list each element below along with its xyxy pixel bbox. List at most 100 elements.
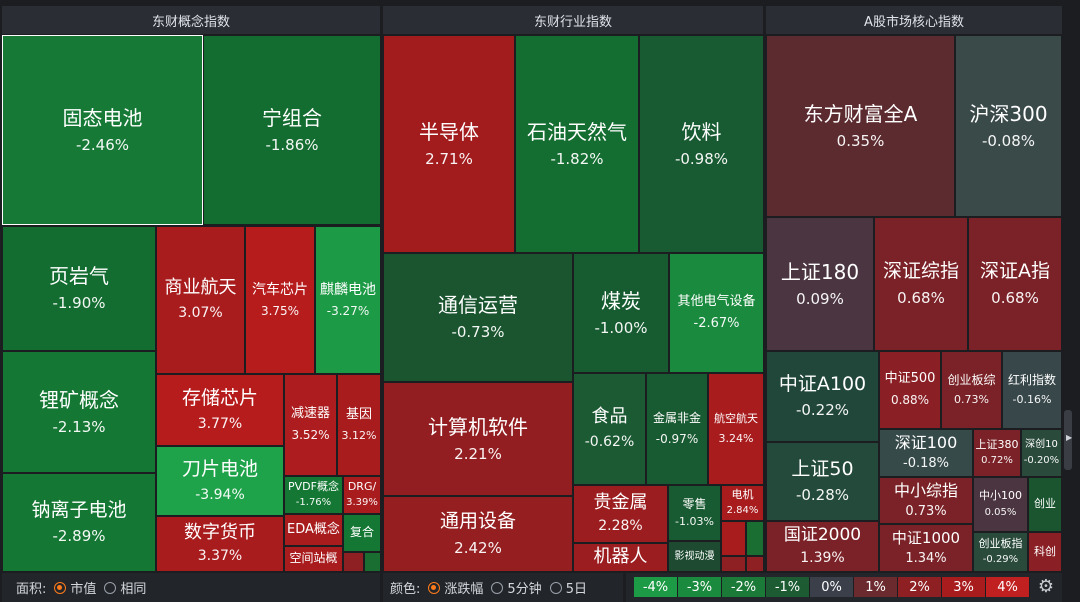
radio-5day[interactable] [549, 581, 562, 594]
color-option-5day[interactable]: 5日 [565, 582, 587, 597]
tile-small-4[interactable] [746, 521, 764, 556]
tile-fuhe[interactable]: 复合 [343, 514, 381, 552]
tile-shiyou[interactable]: 石油天然气 -1.82% [515, 35, 639, 253]
tile-eda[interactable]: EDA概念 [284, 514, 343, 546]
tile-cunchuxinpian[interactable]: 存储芯片 3.77% [156, 374, 284, 446]
tile-lingshou[interactable]: 零售 -1.03% [668, 485, 721, 541]
tile-shuzihuobi[interactable]: 数字货币 3.37% [156, 516, 284, 572]
tile-cybz[interactable]: 创业板综 0.73% [941, 351, 1002, 429]
tile-jinshu[interactable]: 金属非金 -0.97% [646, 373, 708, 485]
tile-name: 商业航天 [164, 277, 237, 299]
tile-hs300[interactable]: 沪深300 -0.08% [955, 35, 1062, 217]
tile-qilindianchi[interactable]: 麒麟电池 -3.27% [315, 226, 381, 374]
tile-kongjianzhan[interactable]: 空间站概 [284, 546, 343, 572]
tile-name: 中证1000 [891, 528, 961, 547]
tile-meitan[interactable]: 煤炭 -1.00% [573, 253, 669, 373]
tile-hlzs[interactable]: 红利指数 -0.16% [1002, 351, 1062, 429]
legend-item: 4% [986, 577, 1030, 597]
tile-szzz[interactable]: 深证综指 0.68% [874, 217, 968, 351]
tile-sc10[interactable]: 深创10 -0.20% [1021, 429, 1062, 477]
tile-bandaoti[interactable]: 半导体 2.71% [383, 35, 515, 253]
tile-sz50[interactable]: 上证50 -0.28% [766, 442, 879, 521]
tile-jiqiren[interactable]: 机器人 [573, 543, 668, 572]
tile-yingshi[interactable]: 影视动漫 [668, 541, 721, 572]
tile-cyb[interactable]: 创业 [1028, 477, 1062, 532]
tile-qitadianqi[interactable]: 其他电气设备 -2.67% [669, 253, 764, 373]
scroll-arrow-icon[interactable]: ▶ [1066, 433, 1073, 442]
concept-index-header: 东财概念指数 [2, 6, 380, 34]
tile-name: 创业 [1034, 497, 1056, 511]
tile-change: 2.42% [454, 538, 502, 557]
tile-shangyehangtian[interactable]: 商业航天 3.07% [156, 226, 245, 374]
tile-hangkong[interactable]: 航空航天 3.24% [708, 373, 764, 485]
tile-change: 0.72% [981, 455, 1013, 467]
tile-szA[interactable]: 深证A指 0.68% [968, 217, 1062, 351]
tile-zz1000[interactable]: 中证1000 1.34% [879, 524, 973, 572]
tile-zx100[interactable]: 中小100 0.05% [973, 477, 1028, 532]
radio-market-cap[interactable] [54, 581, 67, 594]
tile-small-1[interactable] [343, 552, 364, 572]
tile-cybzhi[interactable]: 创业板指 -0.29% [973, 532, 1028, 572]
tile-zxzz[interactable]: 中小综指 0.73% [879, 477, 973, 524]
color-option-change[interactable]: 涨跌幅 [444, 582, 484, 597]
tile-sz180[interactable]: 上证180 0.09% [766, 217, 874, 351]
tile-likuang[interactable]: 锂矿概念 -2.13% [2, 351, 156, 473]
tile-drg[interactable]: DRG/ 3.39% [343, 476, 381, 514]
tile-jiyin[interactable]: 基因 3.12% [337, 374, 381, 476]
tile-ningzuhe[interactable]: 宁组合 -1.86% [203, 35, 381, 225]
tile-tongyong[interactable]: 通用设备 2.42% [383, 496, 573, 572]
tile-change: 2.28% [598, 517, 643, 534]
tile-small-6[interactable] [746, 556, 764, 572]
tile-name: 页岩气 [49, 264, 109, 288]
tile-kc[interactable]: 科创 [1028, 532, 1062, 572]
tile-gz2000[interactable]: 国证2000 1.39% [766, 521, 879, 572]
tile-tongxin[interactable]: 通信运营 -0.73% [383, 253, 573, 382]
tile-name: 基因 [345, 406, 372, 422]
tile-name: 电机 [731, 488, 754, 502]
tile-jiansuqi[interactable]: 减速器 3.52% [284, 374, 337, 476]
radio-equal[interactable] [104, 581, 117, 594]
tile-dongcaiA[interactable]: 东方财富全A 0.35% [766, 35, 955, 217]
tile-change: 0.68% [991, 288, 1039, 307]
color-option-5min[interactable]: 5分钟 [507, 582, 542, 597]
radio-change[interactable] [428, 581, 441, 594]
tile-zz500[interactable]: 中证500 0.88% [879, 351, 941, 429]
tile-change: -2.46% [75, 135, 130, 154]
area-control: 面积: 市值 相同 [16, 573, 146, 602]
tile-dianji[interactable]: 电机 2.84% [721, 485, 764, 521]
tile-name: 零售 [682, 496, 707, 511]
radio-5min[interactable] [491, 581, 504, 594]
tile-small-3[interactable] [721, 521, 746, 556]
tile-qichexinpian[interactable]: 汽车芯片 3.75% [245, 226, 315, 374]
tile-daopiandianchi[interactable]: 刀片电池 -3.94% [156, 446, 284, 516]
area-option-equal[interactable]: 相同 [120, 582, 147, 597]
tile-small-2[interactable] [364, 552, 381, 572]
tile-name: 中证500 [884, 371, 936, 387]
gear-icon[interactable]: ⚙ [1037, 576, 1055, 597]
tile-name: 深创10 [1025, 439, 1058, 451]
tile-yinliao[interactable]: 饮料 -0.98% [639, 35, 764, 253]
tile-guijinshu[interactable]: 贵金属 2.28% [573, 485, 668, 543]
tile-change: -3.27% [326, 303, 370, 318]
tile-change: -0.62% [584, 433, 635, 450]
tile-shipin[interactable]: 食品 -0.62% [573, 373, 646, 485]
tile-pvdf[interactable]: PVDF概念 -1.76% [284, 476, 343, 514]
tile-jisuanji[interactable]: 计算机软件 2.21% [383, 382, 573, 496]
tile-name: 固态电池 [62, 105, 143, 130]
tile-name: 通信运营 [438, 293, 518, 317]
tile-zzA100[interactable]: 中证A100 -0.22% [766, 351, 879, 442]
tile-small-5[interactable] [721, 556, 746, 572]
tile-name: 国证2000 [783, 525, 862, 546]
tile-nalizi[interactable]: 钠离子电池 -2.89% [2, 473, 156, 572]
tile-change: 3.52% [291, 428, 330, 443]
area-option-market-cap[interactable]: 市值 [70, 582, 97, 597]
industry-index-header: 东财行业指数 [383, 6, 763, 34]
tile-yeyanqi[interactable]: 页岩气 -1.90% [2, 226, 156, 351]
tile-gutai[interactable]: 固态电池 -2.46% [2, 35, 203, 225]
tile-sz100[interactable]: 深证100 -0.18% [879, 429, 973, 477]
tile-change: 0.05% [984, 506, 1017, 518]
tile-sz380[interactable]: 上证380 0.72% [973, 429, 1021, 477]
tile-change: -3.94% [195, 486, 245, 503]
vertical-scrollbar[interactable] [1064, 410, 1072, 470]
tile-change: 3.24% [718, 431, 754, 445]
